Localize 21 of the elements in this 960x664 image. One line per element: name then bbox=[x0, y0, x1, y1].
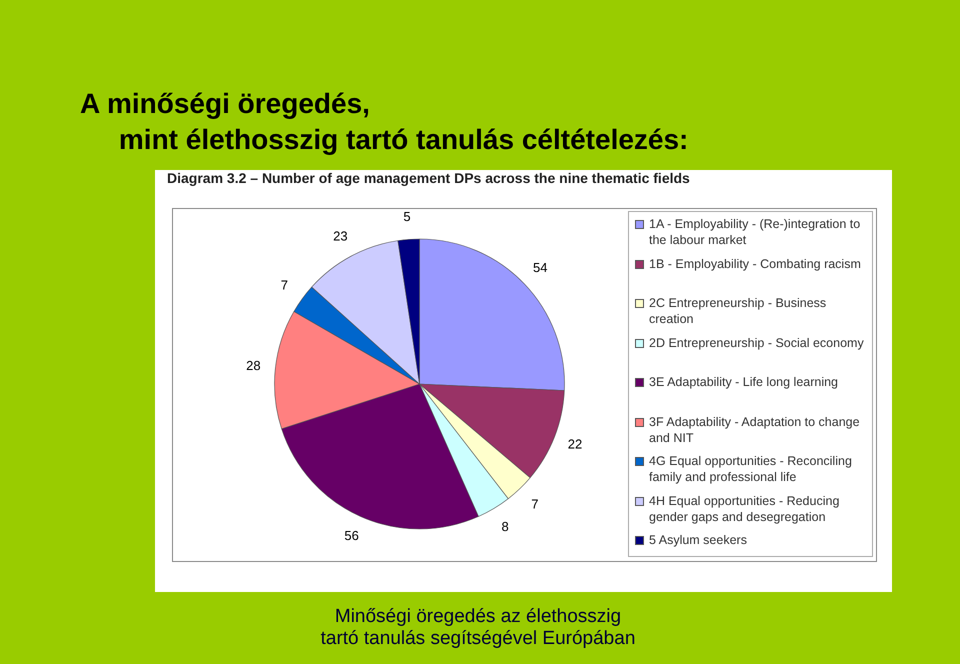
data-label: 54 bbox=[532, 260, 548, 276]
legend-label: 3E Adaptability - Life long learning bbox=[649, 374, 838, 390]
legend-label: 5 Asylum seekers bbox=[649, 532, 747, 548]
data-label: 5 bbox=[403, 209, 411, 224]
data-label: 8 bbox=[502, 518, 509, 534]
legend-label: 4G Equal opportunities - Reconciling family and professional life bbox=[649, 453, 853, 485]
legend-label: 2D Entrepreneurship - Social economy bbox=[649, 334, 864, 350]
chart-title: A minőségi öregedés, mint élethosszig tartó tanulás céltételezés: bbox=[80, 87, 688, 157]
data-label: 7 bbox=[531, 496, 539, 512]
legend-label: 4H Equal opportunities - Reducing gender gaps and desegregation bbox=[649, 492, 840, 524]
chart-subtitle: Diagram 3.2 – Number of age management DPs across the nine thematic fields bbox=[167, 170, 690, 186]
legend-label: 1B - Employability - Combating racism bbox=[649, 256, 861, 272]
legend-label: 3F Adaptability - Adaptation to change and NIT bbox=[649, 414, 861, 446]
data-label: 23 bbox=[333, 228, 348, 244]
text: Minőségi öregedés az élethosszig tartó tanulás segítségével Európában bbox=[320, 606, 636, 650]
data-label: 56 bbox=[344, 528, 359, 544]
legend-label: 1A - Employability - (Re-)integration to the labour market bbox=[649, 216, 862, 248]
data-label: 22 bbox=[568, 436, 582, 452]
legend-label: 2C Entrepreneurship - Business creation bbox=[649, 295, 828, 327]
data-label: 28 bbox=[246, 358, 261, 374]
data-label: 7 bbox=[280, 277, 288, 292]
